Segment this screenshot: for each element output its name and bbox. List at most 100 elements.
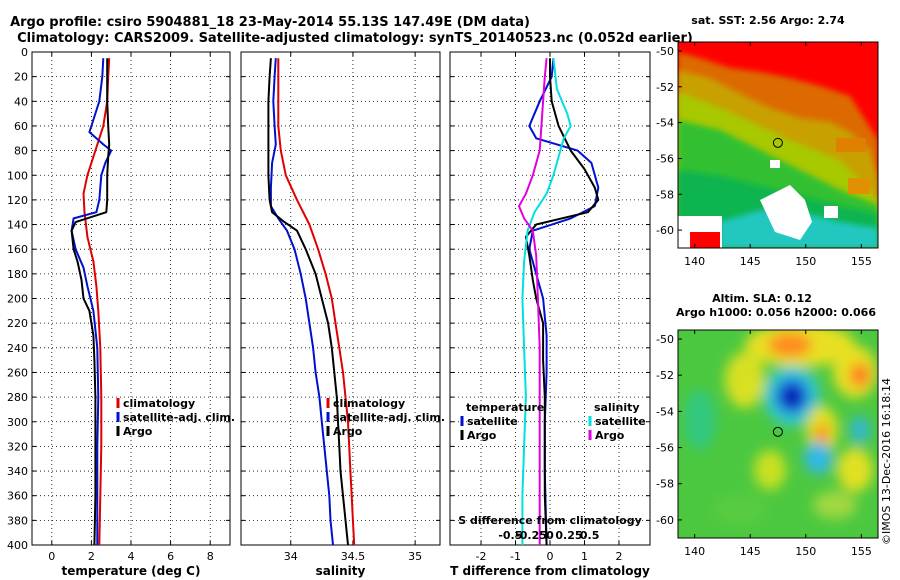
s-tick-label: -0.5 xyxy=(498,529,522,542)
series-line-argo xyxy=(267,58,349,546)
y-tick-label: 160 xyxy=(7,243,28,256)
temperature-panel: 0204060801001201401601802002202402602803… xyxy=(7,46,235,578)
y-tick-label: 100 xyxy=(7,169,28,182)
y-tick-label: 240 xyxy=(7,342,28,355)
x-tick-label: 4 xyxy=(128,550,135,563)
x-tick-label: 0 xyxy=(547,550,554,563)
y-tick-label: 260 xyxy=(7,366,28,379)
series-line-s-satellite xyxy=(521,58,572,545)
y-tick-label: 140 xyxy=(7,219,28,232)
y-tick-label: 220 xyxy=(7,317,28,330)
sst-argo-marker xyxy=(772,137,783,148)
sla-map xyxy=(677,329,879,539)
figure-title-line2: Climatology: CARS2009. Satellite-adjuste… xyxy=(17,31,693,46)
x-tick-label: 34.5 xyxy=(341,550,366,563)
x-tick-label: -2 xyxy=(476,550,487,563)
legend-label: climatology xyxy=(333,397,405,410)
y-tick-label: 340 xyxy=(7,465,28,478)
legend-label: Argo xyxy=(467,429,497,442)
difference-s-xlabel: S difference from climatology xyxy=(458,514,642,527)
map-x-tick-label: 145 xyxy=(740,545,761,558)
map-x-tick-label: 150 xyxy=(795,255,816,268)
x-tick-label: 0 xyxy=(48,550,55,563)
map-y-tick-label: -58 xyxy=(656,188,674,201)
x-tick-label: -1 xyxy=(510,550,521,563)
map-y-tick-label: -52 xyxy=(656,369,674,382)
credit-text: ©IMOS 13-Dec-2016 16:18:14 xyxy=(880,378,893,545)
s-tick-label: 0 xyxy=(546,529,554,542)
sst-map xyxy=(677,41,879,249)
sla-argo-marker xyxy=(772,426,783,437)
y-tick-label: 200 xyxy=(7,293,28,306)
y-tick-label: 180 xyxy=(7,268,28,281)
map-x-tick-label: 140 xyxy=(684,545,705,558)
map-y-tick-label: -56 xyxy=(656,442,674,455)
s-tick-label: 0.25 xyxy=(555,529,582,542)
series-line-t-satellite xyxy=(528,58,600,546)
map-x-tick-label: 150 xyxy=(795,545,816,558)
s-tick-label: 0.5 xyxy=(580,529,600,542)
map-y-tick-label: -60 xyxy=(656,514,674,527)
sst-map-title: sat. SST: 2.56 Argo: 2.74 xyxy=(691,14,845,27)
series-line-satellite-adj-clim- xyxy=(70,58,113,545)
legend-label: satellite xyxy=(595,415,646,428)
map-y-tick-label: -54 xyxy=(656,405,674,418)
y-tick-label: 20 xyxy=(14,71,28,84)
y-tick-label: 120 xyxy=(7,194,28,207)
map-y-tick-label: -50 xyxy=(656,45,674,58)
map-y-tick-label: -58 xyxy=(656,478,674,491)
map-y-tick-label: -60 xyxy=(656,224,674,237)
map-x-tick-label: 140 xyxy=(684,255,705,268)
series-line-t-argo xyxy=(524,58,600,546)
sst-field xyxy=(678,42,878,248)
y-tick-label: 300 xyxy=(7,416,28,429)
figure-title-line1: Argo profile: csiro 5904881_18 23-May-20… xyxy=(10,15,530,30)
sla-map-title-line2: Argo h1000: 0.056 h2000: 0.066 xyxy=(676,306,876,319)
y-tick-label: 320 xyxy=(7,440,28,453)
difference-xlabel: T difference from climatology xyxy=(450,564,650,578)
series-line-s-argo xyxy=(518,58,548,545)
legend-label: satellite-adj. clim. xyxy=(333,411,445,424)
y-tick-label: 380 xyxy=(7,514,28,527)
x-tick-label: 2 xyxy=(615,550,622,563)
legend-label: satellite xyxy=(467,415,518,428)
map-y-tick-label: -56 xyxy=(656,152,674,165)
y-tick-label: 40 xyxy=(14,95,28,108)
legend-label: Argo xyxy=(595,429,625,442)
y-tick-label: 60 xyxy=(14,120,28,133)
map-y-tick-label: -54 xyxy=(656,117,674,130)
legend-title-salinity: salinity xyxy=(594,401,640,414)
map-x-tick-label: 155 xyxy=(851,255,872,268)
salinity-xlabel: salinity xyxy=(316,564,366,578)
legend-label: Argo xyxy=(123,425,153,438)
sst-map-ticks: 140 145 150 155 -50 -52 -54 -56 -58 -60 xyxy=(656,42,872,268)
x-tick-label: 34 xyxy=(284,550,298,563)
y-tick-label: 400 xyxy=(7,539,28,552)
y-tick-label: 280 xyxy=(7,391,28,404)
sla-map-ticks: 140 145 150 155 -50 -52 -54 -56 -58 -60 xyxy=(656,330,872,558)
x-tick-label: 8 xyxy=(207,550,214,563)
x-tick-label: 2 xyxy=(88,550,95,563)
sla-map-title-line1: Altim. SLA: 0.12 xyxy=(712,292,812,305)
difference-panel: -2 -1 0 1 2T difference from climatology temp… xyxy=(449,51,651,578)
series-line-satellite-adj-clim- xyxy=(269,58,334,546)
y-tick-label: 80 xyxy=(14,145,28,158)
map-x-tick-label: 155 xyxy=(851,545,872,558)
map-y-tick-label: -52 xyxy=(656,81,674,94)
map-x-tick-label: 145 xyxy=(740,255,761,268)
series-line-climatology xyxy=(82,58,111,546)
legend-label: Argo xyxy=(333,425,363,438)
x-tick-label: 35 xyxy=(408,550,422,563)
y-tick-label: 360 xyxy=(7,490,28,503)
salinity-panel: 34 34.5 35 salinity climatologysatellite-adj… xyxy=(240,51,445,578)
sla-field xyxy=(678,330,878,538)
legend-label: satellite-adj. clim. xyxy=(123,411,235,424)
series-line-argo xyxy=(70,58,111,546)
map-y-tick-label: -50 xyxy=(656,333,674,346)
y-tick-label: 0 xyxy=(21,46,28,59)
series-line-climatology xyxy=(277,58,356,546)
legend-label: climatology xyxy=(123,397,195,410)
s-tick-label: -0.25 xyxy=(515,529,547,542)
x-tick-label: 1 xyxy=(581,550,588,563)
